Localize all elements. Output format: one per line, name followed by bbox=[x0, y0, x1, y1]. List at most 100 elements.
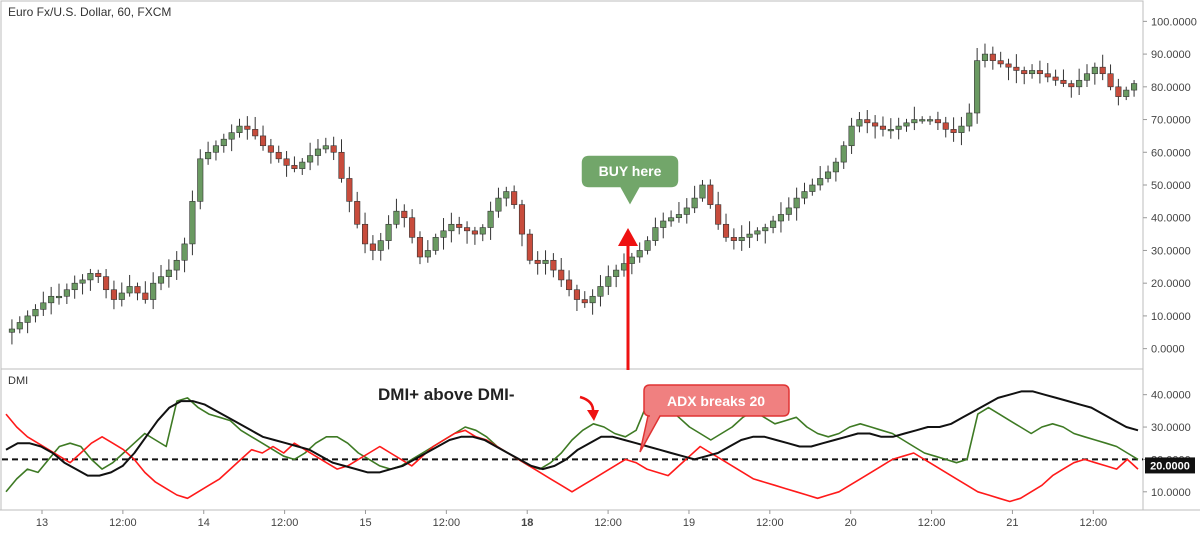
candle bbox=[126, 274, 133, 297]
price-tick-label: 80.0000 bbox=[1151, 82, 1191, 94]
candle bbox=[244, 116, 251, 140]
candle bbox=[927, 115, 934, 125]
time-tick-label: 14 bbox=[198, 517, 210, 529]
candle bbox=[142, 281, 149, 304]
candle bbox=[456, 216, 463, 235]
candle bbox=[71, 275, 78, 299]
adx-callout: ADX breaks 20 bbox=[639, 384, 790, 453]
candle bbox=[63, 283, 70, 304]
candle bbox=[220, 133, 227, 153]
candle bbox=[738, 225, 745, 251]
candle bbox=[966, 103, 973, 132]
candle bbox=[518, 199, 526, 247]
time-tick-label: 19 bbox=[683, 517, 695, 529]
candle bbox=[699, 179, 706, 202]
candle bbox=[636, 242, 643, 263]
candle bbox=[1115, 78, 1122, 106]
candle bbox=[668, 210, 675, 227]
candle bbox=[832, 157, 839, 182]
candle bbox=[950, 117, 957, 142]
candle bbox=[354, 191, 361, 229]
candle bbox=[424, 240, 431, 263]
candle bbox=[1131, 80, 1138, 97]
candle bbox=[777, 202, 784, 233]
candle bbox=[464, 221, 471, 244]
candle bbox=[934, 111, 941, 130]
candle bbox=[754, 227, 761, 242]
dmi-minus-line bbox=[5, 413, 1139, 503]
dmi-series bbox=[5, 390, 1139, 503]
candle bbox=[495, 187, 502, 218]
candle bbox=[550, 253, 557, 278]
candle bbox=[134, 282, 141, 301]
candle bbox=[503, 186, 510, 207]
candle bbox=[997, 51, 1004, 68]
candle bbox=[558, 257, 565, 287]
candle bbox=[401, 204, 408, 228]
candle bbox=[236, 118, 243, 138]
candle bbox=[330, 136, 337, 161]
candle bbox=[432, 233, 439, 255]
symbol-title: Euro Fx/U.S. Dollar, 60, FXCM bbox=[8, 5, 171, 19]
candle bbox=[440, 218, 447, 250]
candle bbox=[252, 116, 259, 140]
candle bbox=[1044, 63, 1051, 83]
candle bbox=[32, 304, 39, 323]
candle bbox=[1029, 64, 1036, 79]
candle bbox=[362, 212, 369, 254]
candlestick-series bbox=[8, 43, 1138, 345]
candle bbox=[919, 116, 926, 124]
time-tick-label: 12:00 bbox=[271, 517, 299, 529]
time-tick-label: 13 bbox=[36, 517, 48, 529]
candle bbox=[597, 275, 604, 307]
candle bbox=[471, 226, 478, 245]
candle bbox=[824, 165, 832, 183]
candle bbox=[817, 166, 824, 191]
candle bbox=[989, 46, 996, 70]
time-axis: 13 12:00 14 12:00 15 12:00 18 12:00 19 12:00 20 12:… bbox=[36, 510, 1107, 529]
candle bbox=[573, 284, 580, 312]
candle bbox=[981, 43, 989, 68]
candle bbox=[974, 47, 981, 124]
adx-line bbox=[5, 390, 1139, 477]
candle bbox=[267, 138, 274, 164]
candle bbox=[762, 223, 769, 244]
candle bbox=[542, 250, 549, 275]
candle bbox=[291, 156, 298, 173]
candle bbox=[393, 198, 400, 229]
dmi-pane-title: DMI bbox=[8, 375, 28, 387]
candle bbox=[479, 224, 486, 242]
candle bbox=[1076, 68, 1083, 96]
time-tick-label: 12:00 bbox=[433, 517, 461, 529]
dmi-plus-line bbox=[5, 397, 1139, 493]
candle bbox=[55, 283, 63, 305]
candle bbox=[377, 232, 384, 261]
candle bbox=[150, 272, 157, 310]
price-tick-label: 0.0000 bbox=[1151, 344, 1185, 356]
adx-break-label: ADX breaks 20 bbox=[667, 393, 765, 409]
candle bbox=[895, 117, 902, 140]
candle bbox=[1036, 60, 1043, 84]
candle bbox=[1052, 69, 1059, 86]
candle bbox=[1068, 80, 1075, 98]
candle bbox=[346, 166, 353, 213]
candle bbox=[189, 190, 196, 256]
candle bbox=[526, 229, 533, 265]
svg-text:20.0000: 20.0000 bbox=[1150, 460, 1190, 472]
time-tick-label: 12:00 bbox=[594, 517, 622, 529]
candle bbox=[511, 185, 518, 209]
candle bbox=[801, 182, 808, 205]
dmi-tick-label: 30.0000 bbox=[1151, 422, 1191, 434]
candle bbox=[1091, 62, 1098, 85]
candle bbox=[581, 291, 588, 308]
dmi-cross-label: DMI+ above DMI- bbox=[378, 385, 515, 404]
candle bbox=[840, 141, 847, 169]
price-tick-label: 60.0000 bbox=[1151, 147, 1191, 159]
candle bbox=[675, 202, 682, 223]
candle bbox=[48, 286, 55, 315]
candle bbox=[212, 140, 219, 161]
candle bbox=[746, 221, 753, 248]
